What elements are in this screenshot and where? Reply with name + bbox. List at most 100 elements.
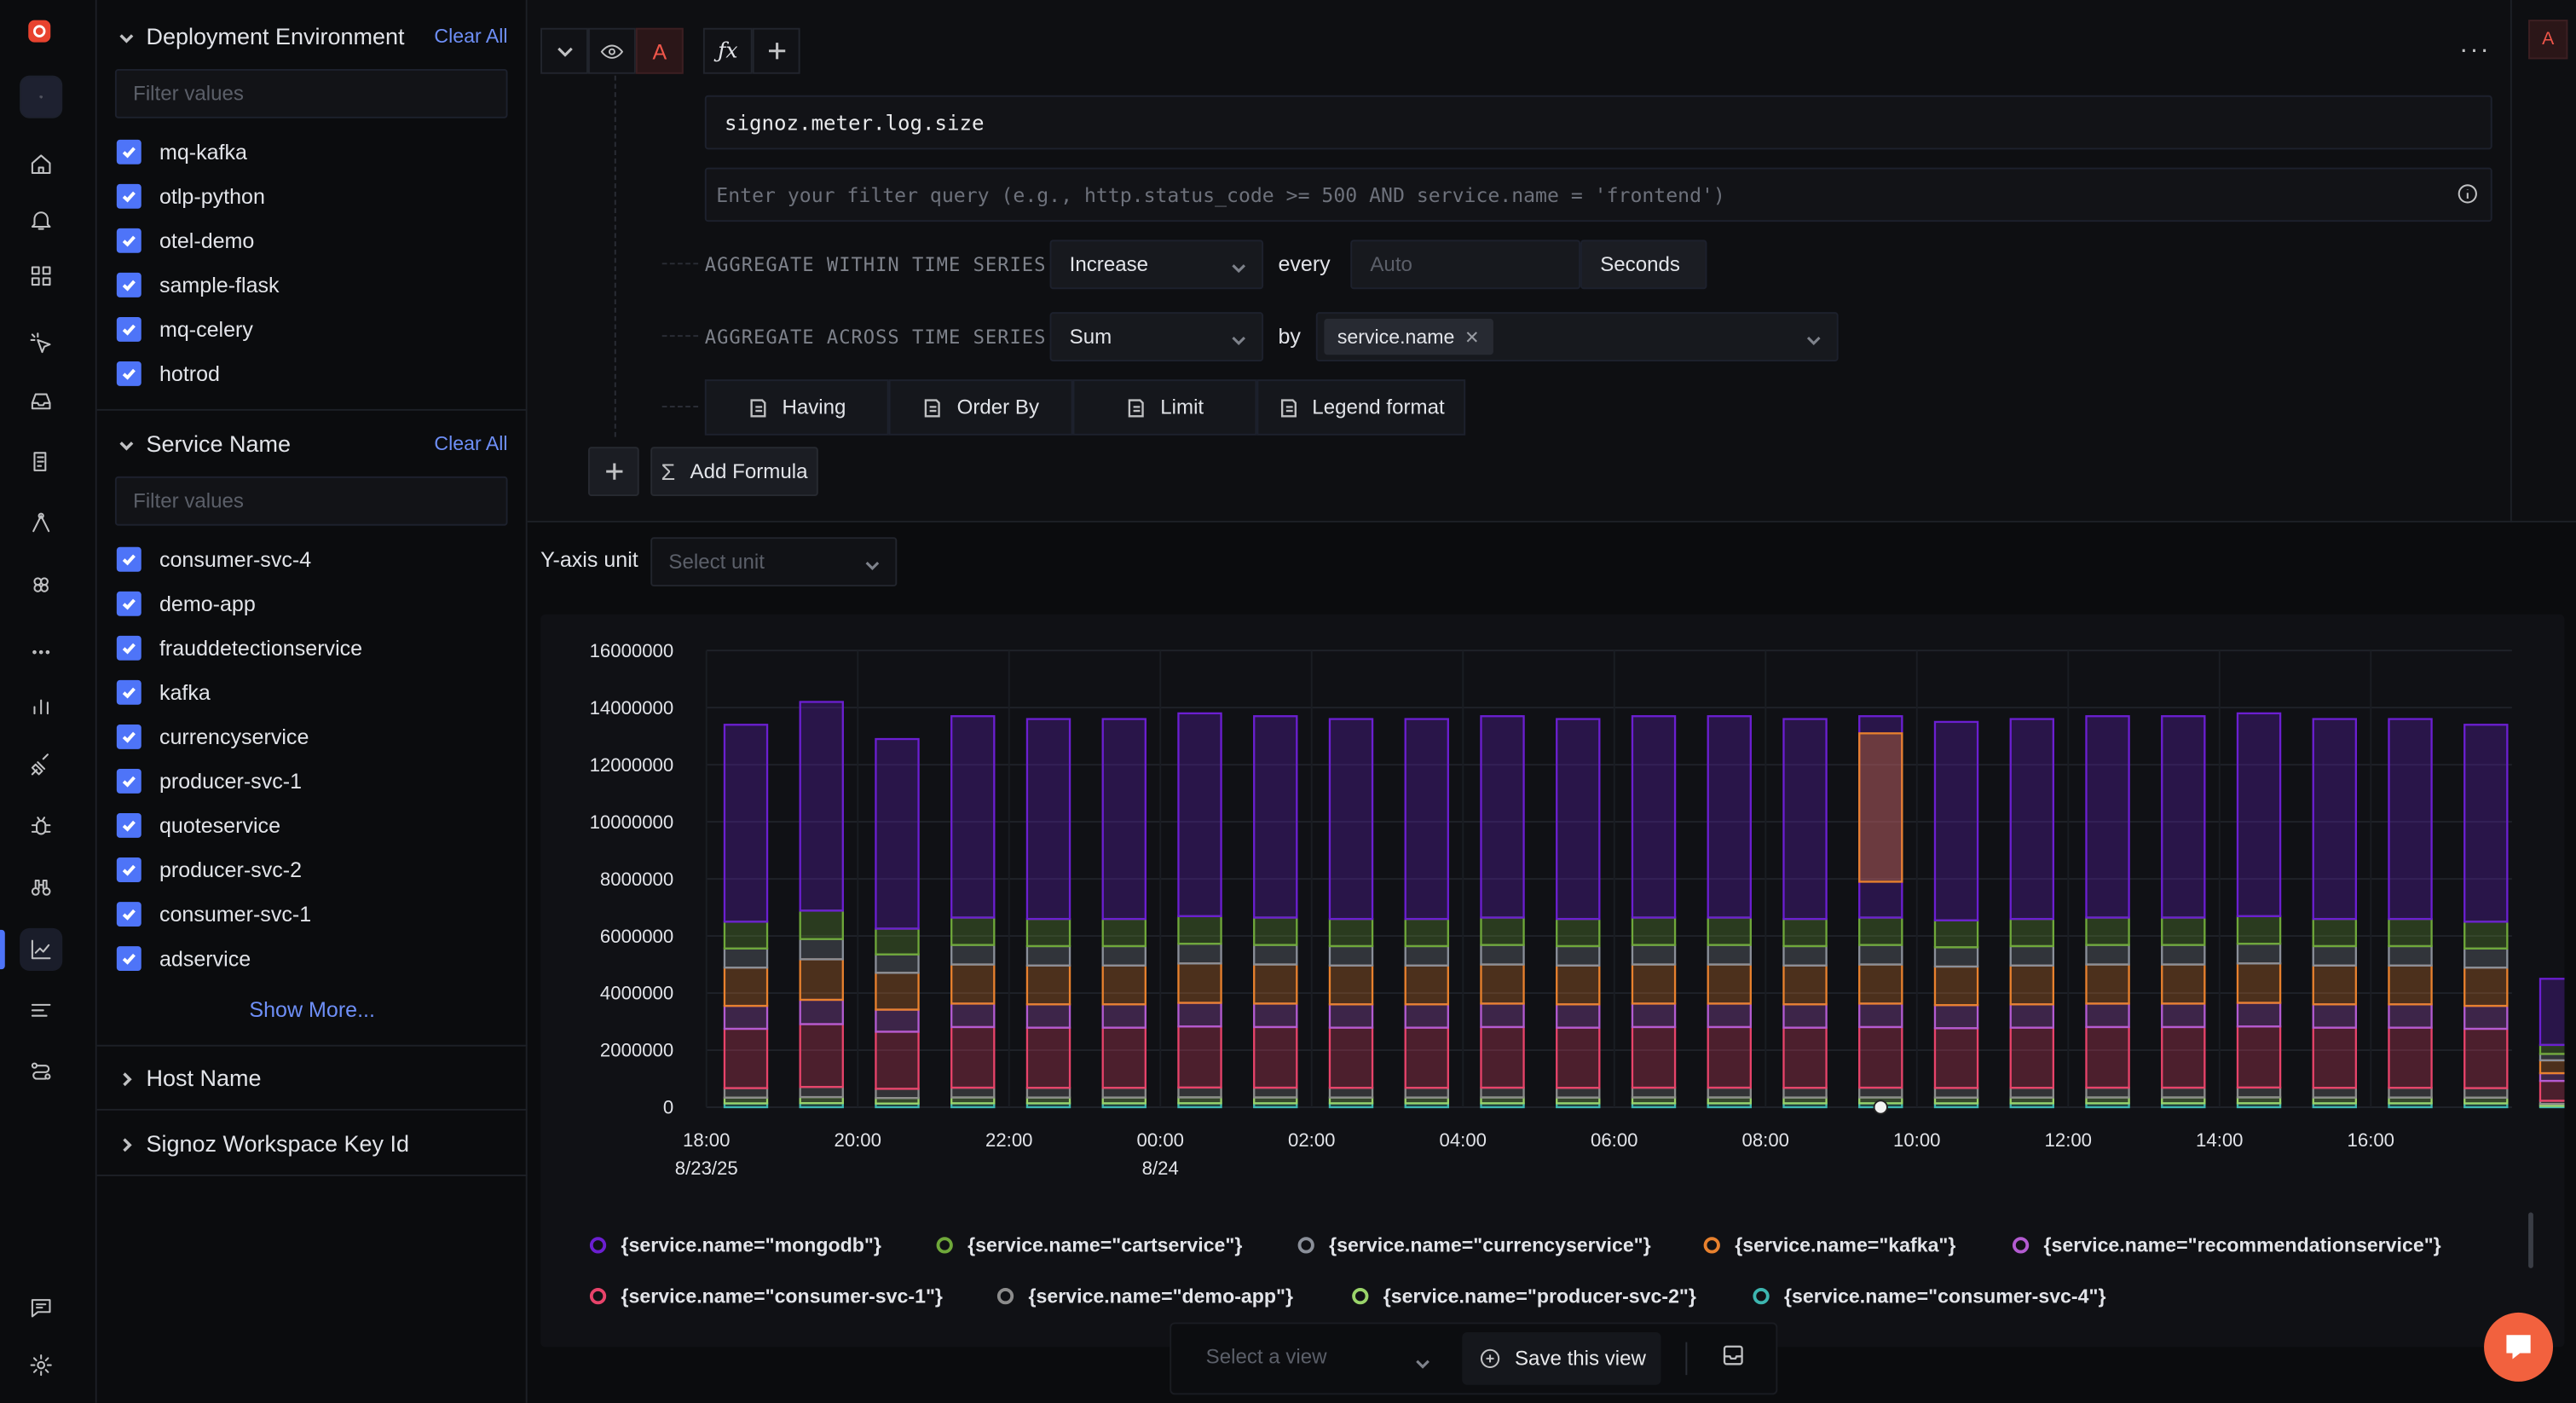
checkbox[interactable]	[116, 724, 142, 749]
legend-item[interactable]: {service.name="currencyservice"}	[1297, 1233, 1651, 1256]
bar-segment[interactable]	[2085, 1025, 2130, 1089]
bar-segment[interactable]	[1328, 718, 1374, 921]
bar-segment[interactable]	[799, 701, 844, 912]
bar-segment[interactable]	[1631, 1002, 1677, 1029]
filter-checkbox-item[interactable]: quoteservice	[116, 809, 280, 842]
bar-segment[interactable]	[2009, 917, 2054, 948]
bar-segment[interactable]	[1782, 917, 1828, 948]
bar-segment[interactable]	[950, 715, 996, 919]
bar-segment[interactable]	[875, 1031, 920, 1090]
bar-segment[interactable]	[1480, 1025, 1525, 1089]
checkbox[interactable]	[116, 902, 142, 927]
bar-segment[interactable]	[1404, 1087, 1449, 1099]
legend-item[interactable]: {service.name="kafka"}	[1703, 1233, 1955, 1256]
bar-segment[interactable]	[1480, 916, 1525, 946]
checkbox[interactable]	[116, 768, 142, 794]
bar-segment[interactable]	[1328, 917, 1374, 948]
bar-segment[interactable]	[1253, 1086, 1298, 1099]
eye-icon[interactable]	[587, 27, 636, 74]
bar-segment[interactable]	[1858, 1025, 1903, 1089]
bar-segment[interactable]	[2388, 917, 2433, 948]
legend-item[interactable]: {service.name="consumer-svc-4"}	[1753, 1285, 2105, 1308]
bar-segment[interactable]	[1933, 946, 1979, 968]
checkbox[interactable]	[116, 635, 142, 661]
bar-segment[interactable]	[1480, 1086, 1525, 1099]
every-unit-select[interactable]: Seconds	[1580, 240, 1707, 290]
filter-values-input[interactable]	[114, 476, 508, 526]
bar-segment[interactable]	[950, 916, 996, 946]
bar-segment[interactable]	[1556, 917, 1601, 948]
bar-segment[interactable]	[1253, 1025, 1298, 1089]
bar-segment[interactable]	[2463, 947, 2509, 969]
bar-segment[interactable]	[1933, 1027, 1979, 1089]
bar-segment[interactable]	[1177, 1025, 1222, 1089]
bar-segment[interactable]	[1782, 1003, 1828, 1029]
bar-segment[interactable]	[1253, 1002, 1298, 1029]
save-view-button[interactable]: Save this view	[1462, 1332, 1661, 1385]
bar-segment[interactable]	[875, 737, 920, 930]
bar-segment[interactable]	[2388, 1026, 2433, 1089]
bar-segment[interactable]	[799, 938, 844, 961]
bar-segment[interactable]	[1933, 720, 1979, 921]
bar-segment[interactable]	[1404, 1026, 1449, 1089]
bar-segment[interactable]	[799, 1086, 844, 1099]
bar-segment[interactable]	[2463, 1087, 2509, 1099]
add-formula-button[interactable]: Σ Add Formula	[650, 447, 818, 497]
bar-segment[interactable]	[1631, 1086, 1677, 1099]
bar-segment[interactable]	[1707, 1086, 1752, 1099]
bar-segment[interactable]	[2085, 715, 2130, 919]
bar-segment[interactable]	[1404, 718, 1449, 921]
bar-segment[interactable]	[2463, 921, 2509, 950]
bar-segment[interactable]	[2312, 944, 2358, 967]
bar-segment[interactable]	[950, 1086, 996, 1099]
bar-segment[interactable]	[1177, 1002, 1222, 1028]
bar-segment[interactable]	[2538, 1043, 2565, 1055]
flow-icon[interactable]	[20, 1050, 62, 1093]
bar-segment[interactable]	[1933, 919, 1979, 949]
bar-segment[interactable]	[1631, 1025, 1677, 1089]
bar-segment[interactable]	[2161, 1086, 2206, 1099]
workspace-key-header[interactable]: Signoz Workspace Key Id	[97, 1123, 528, 1163]
bar-segment[interactable]	[2161, 916, 2206, 946]
bar-segment[interactable]	[1328, 1026, 1374, 1089]
bar-segment[interactable]	[2463, 1004, 2509, 1031]
bar-segment[interactable]	[1933, 965, 1979, 1007]
bar-segment[interactable]	[875, 953, 920, 974]
bar-segment[interactable]	[1556, 964, 1601, 1006]
bar-segment[interactable]	[1631, 963, 1677, 1005]
bar-segment[interactable]	[1101, 944, 1146, 967]
list-icon[interactable]	[20, 989, 62, 1031]
bar-segment[interactable]	[1707, 963, 1752, 1005]
legend-item[interactable]: {service.name="consumer-svc-1"}	[589, 1285, 943, 1308]
bar-segment[interactable]	[950, 1002, 996, 1029]
bar-segment[interactable]	[1177, 712, 1222, 918]
legend-format-button[interactable]: Legend format	[1256, 379, 1466, 436]
bar-segment[interactable]	[799, 1023, 844, 1088]
bar-segment[interactable]	[723, 724, 769, 923]
bar-segment[interactable]	[1253, 944, 1298, 966]
checkbox[interactable]	[116, 138, 142, 164]
bar-segment[interactable]	[2388, 1003, 2433, 1029]
bar-segment[interactable]	[1025, 964, 1071, 1006]
bar-segment[interactable]	[875, 1088, 920, 1100]
bar-segment[interactable]	[723, 1004, 769, 1031]
bar-segment[interactable]	[1328, 964, 1374, 1006]
info-icon[interactable]	[2456, 182, 2479, 205]
pointer-icon[interactable]	[20, 322, 62, 365]
bar-segment[interactable]	[1025, 718, 1071, 921]
filter-checkbox-item[interactable]: sample-flask	[116, 268, 280, 301]
checkbox[interactable]	[116, 813, 142, 839]
bar-segment[interactable]	[2085, 1086, 2130, 1099]
add-query-button[interactable]	[587, 447, 639, 497]
bar-segment[interactable]	[1025, 1026, 1071, 1089]
bar-segment[interactable]	[2463, 1027, 2509, 1089]
bar-segment[interactable]	[2236, 1025, 2282, 1089]
query-label-a[interactable]: A	[635, 27, 684, 74]
filter-query-input[interactable]: Enter your filter query (e.g., http.stat…	[704, 167, 2492, 222]
bar-segment[interactable]	[2312, 1003, 2358, 1029]
logs-icon[interactable]	[20, 441, 62, 483]
bar-segment[interactable]	[2236, 915, 2282, 945]
home-icon[interactable]	[20, 143, 62, 186]
bar-segment[interactable]	[2009, 1026, 2054, 1089]
bar-segment[interactable]	[1253, 963, 1298, 1005]
